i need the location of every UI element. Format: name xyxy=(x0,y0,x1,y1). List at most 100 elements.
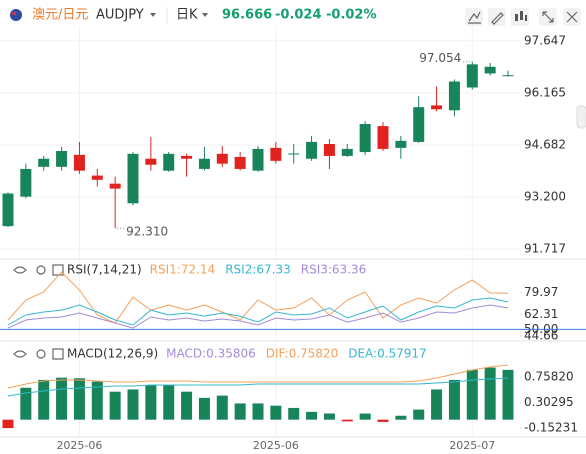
header: 澳元/日元 AUDJPY 日K 96.666 -0.024 -0.02% xyxy=(10,7,377,23)
high-label: 97.054 xyxy=(419,51,461,65)
candle-body xyxy=(323,144,335,156)
draw-icon[interactable] xyxy=(491,12,504,25)
visibility-icon[interactable] xyxy=(13,266,27,274)
x-tick-label: 2025-06 xyxy=(56,439,102,452)
macd-bar xyxy=(341,419,353,422)
candle-body xyxy=(484,66,496,74)
type-icon[interactable] xyxy=(515,11,527,21)
last-price: 96.666 xyxy=(222,8,272,23)
candle-body xyxy=(502,75,514,77)
legend-label: RSI2:67.33 xyxy=(225,263,291,277)
settings-icon[interactable] xyxy=(36,265,46,275)
macd-bar xyxy=(20,387,32,420)
indicator-title: RSI(7,14,21) xyxy=(67,263,142,277)
y-tick-label: 0.75820 xyxy=(524,370,574,384)
y-tick-label: -0.15231 xyxy=(524,421,578,435)
candle-body xyxy=(109,183,121,189)
fullscreen-icon[interactable] xyxy=(542,11,554,23)
settings-icon[interactable] xyxy=(36,349,46,359)
period[interactable]: 日K xyxy=(176,8,198,23)
indicator-line xyxy=(7,377,509,397)
candle-body xyxy=(234,156,246,169)
y-tick-label: 44.66 xyxy=(524,328,558,342)
macd-bar xyxy=(466,369,478,420)
candle-body xyxy=(413,107,425,142)
pair-name: 澳元/日元 xyxy=(32,7,88,23)
candle-body xyxy=(198,158,210,169)
macd-bar xyxy=(448,379,460,420)
y-tick-label: 97.647 xyxy=(524,33,566,47)
macd-bar xyxy=(359,413,371,420)
macd-bar xyxy=(181,391,193,420)
macd-bar xyxy=(395,415,407,420)
low-label: 92.310 xyxy=(126,225,168,239)
indicator-line xyxy=(7,297,509,326)
candle-body xyxy=(448,81,460,111)
rsi-panel-icons xyxy=(13,264,64,276)
indicator-button[interactable] xyxy=(465,8,483,26)
symbol-caret[interactable] xyxy=(150,13,156,17)
candle-body xyxy=(56,151,68,167)
candle-body xyxy=(181,155,193,159)
x-tick-label: 2025-06 xyxy=(253,439,299,452)
candle-body xyxy=(163,153,175,171)
x-tick-label: 2025-07 xyxy=(449,439,495,452)
macd-bar xyxy=(234,403,246,420)
close-panel-icon[interactable] xyxy=(52,264,64,276)
macd-bar xyxy=(413,409,425,420)
macd-bar xyxy=(306,411,318,420)
candle-body xyxy=(216,153,228,164)
macd-bar xyxy=(377,419,389,422)
macd-bar xyxy=(109,391,121,420)
y-tick-label: 79.97 xyxy=(524,285,558,299)
candle-body xyxy=(306,141,318,159)
macd-bar xyxy=(127,389,139,420)
visibility-icon[interactable] xyxy=(13,350,27,358)
macd-bar xyxy=(252,403,264,420)
scroll-handle[interactable] xyxy=(576,105,586,129)
close-icon[interactable] xyxy=(566,11,578,23)
macd-bar xyxy=(198,397,210,420)
y-tick-label: 93.200 xyxy=(524,189,566,203)
macd-bar xyxy=(270,405,282,420)
candle-body xyxy=(38,158,50,167)
macd-bar xyxy=(216,395,228,420)
indicator-icon[interactable] xyxy=(468,11,481,24)
macd-bar xyxy=(323,413,335,420)
indicator-line xyxy=(7,271,509,324)
legend-label: DIF:0.75820 xyxy=(266,347,338,361)
candle-body xyxy=(252,148,264,171)
y-tick-label: 94.682 xyxy=(524,137,566,151)
macd-bar xyxy=(2,419,14,429)
macd-bar xyxy=(431,389,443,420)
macd-bar xyxy=(73,378,85,420)
candle-body xyxy=(288,153,300,155)
legend-label: MACD:0.35806 xyxy=(166,347,256,361)
macd-bar xyxy=(38,379,50,420)
flag-cross xyxy=(11,11,17,16)
legend-label: RSI1:72.14 xyxy=(150,263,216,277)
candle-body xyxy=(431,105,443,110)
macd-bar xyxy=(91,381,103,420)
macd-bar xyxy=(56,377,68,420)
symbol[interactable]: AUDJPY xyxy=(96,8,144,23)
candle-body xyxy=(91,175,103,180)
y-tick-label: 91.717 xyxy=(524,242,566,256)
candle-body xyxy=(20,168,32,197)
indicator-line xyxy=(7,304,509,329)
candle-body xyxy=(73,154,85,171)
close-panel-icon[interactable] xyxy=(52,348,64,360)
candle-body xyxy=(341,148,353,156)
macd-panel-icons xyxy=(13,348,64,360)
candle-body xyxy=(145,158,157,165)
period-caret[interactable] xyxy=(202,13,208,17)
macd-bar xyxy=(163,385,175,420)
y-tick-label: 96.165 xyxy=(524,85,566,99)
candle-body xyxy=(377,126,389,149)
price-change-pct: -0.02% xyxy=(326,8,377,23)
price-change: -0.024 xyxy=(275,8,322,23)
candle-body xyxy=(466,64,478,88)
candle-body xyxy=(2,193,14,227)
macd-bar xyxy=(484,367,496,420)
